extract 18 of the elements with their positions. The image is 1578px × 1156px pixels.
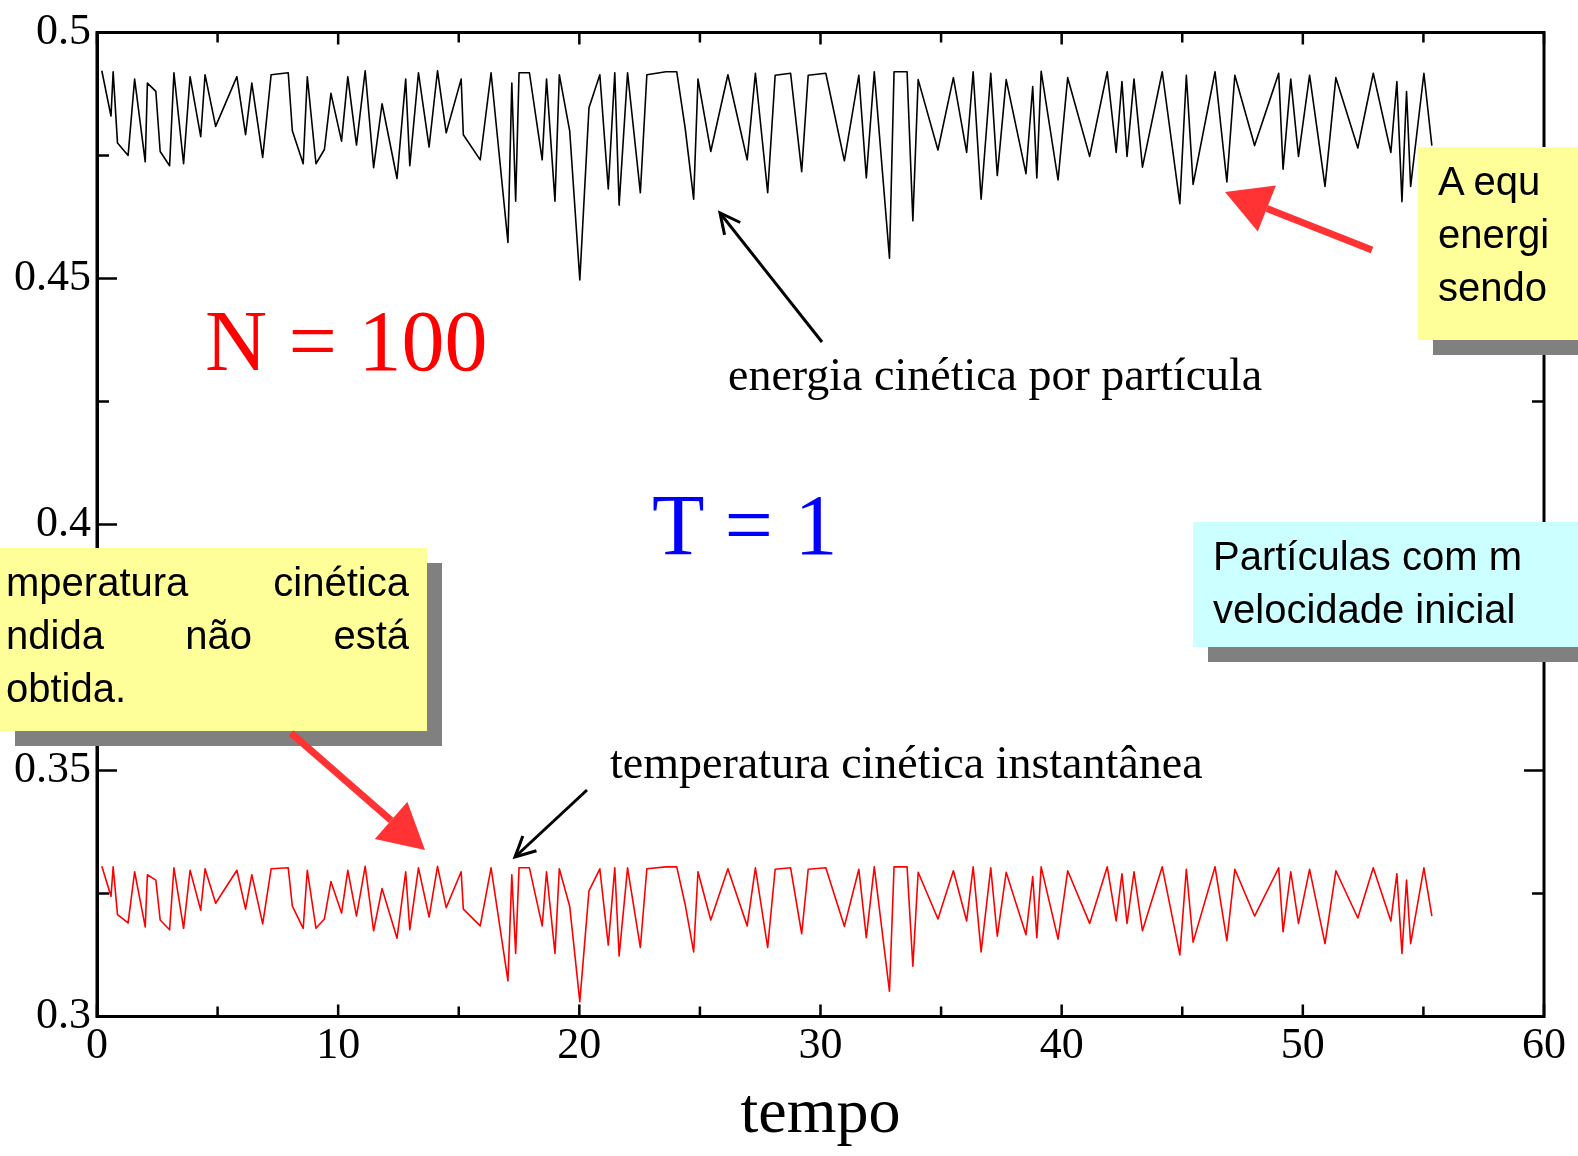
y-tick-label: 0.45 — [14, 250, 91, 300]
x-tick-label: 60 — [1522, 1019, 1566, 1069]
x-tick-label: 10 — [316, 1019, 361, 1069]
x-tick-label: 30 — [798, 1019, 843, 1069]
y-tick-label: 0.35 — [14, 742, 91, 792]
x-tick-label: 50 — [1280, 1019, 1325, 1069]
x-axis-title: tempo — [740, 1075, 901, 1147]
annotation: temperatura cinética instantânea — [610, 737, 1203, 788]
x-tick-label: 40 — [1039, 1019, 1084, 1069]
annotation: Partículas com m velocidade inicial — [1213, 533, 1523, 633]
y-tick-label: 0.4 — [36, 496, 91, 546]
annotation: A equ energi sendo — [1438, 158, 1551, 311]
y-tick-label: 0.5 — [36, 4, 91, 54]
annotation: T = 1 — [652, 477, 838, 573]
annotation: N = 100 — [205, 293, 488, 389]
x-tick-label: 20 — [557, 1019, 602, 1069]
annotation: energia cinética por partícula — [728, 349, 1263, 400]
annotation: mperatura cinética ndida não está obtida. — [6, 559, 409, 712]
